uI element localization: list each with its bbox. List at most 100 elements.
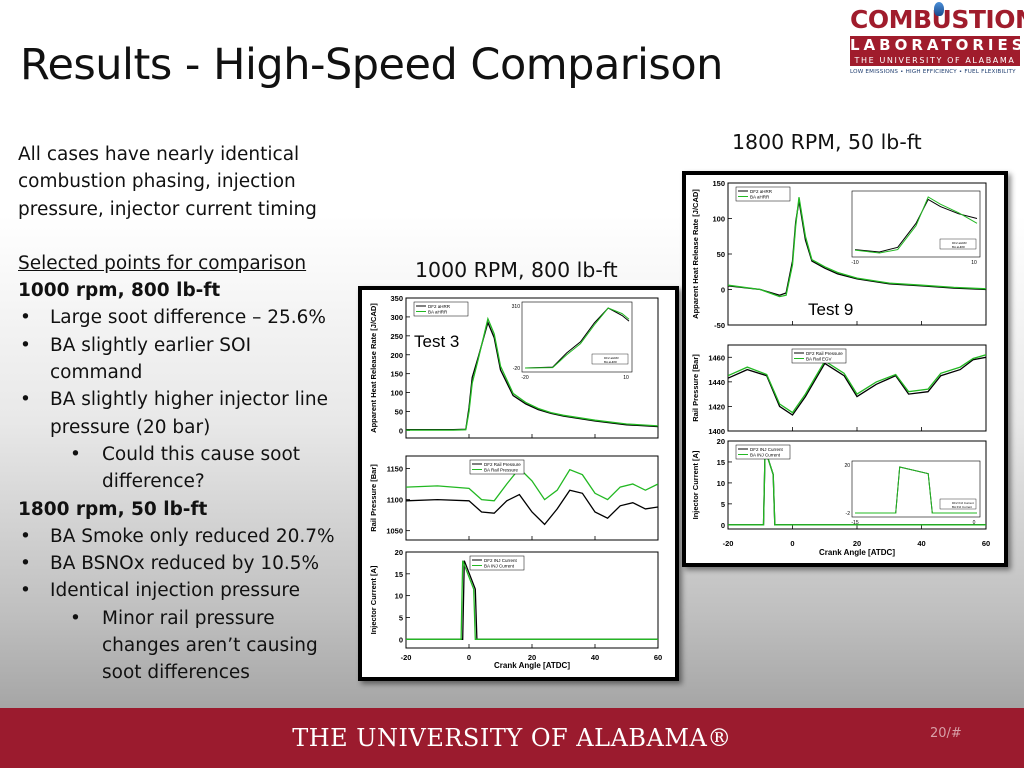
group1-heading: 1000 rpm, 800 lb-ft <box>18 280 221 302</box>
y-tick-label: 1400 <box>708 427 725 436</box>
legend-label: DF2 aHRR <box>428 304 451 309</box>
x-tick-label: -20 <box>723 539 734 548</box>
y-tick-label: 1440 <box>708 378 725 387</box>
y-tick-label: -50 <box>714 321 725 330</box>
y-tick-label: 0 <box>399 635 403 644</box>
inset-x-tick-label: 10 <box>623 375 629 381</box>
y-tick-label: 1460 <box>708 353 725 362</box>
legend-label: BA aHRR <box>428 310 448 315</box>
y-axis-label: Injector Current [A] <box>369 565 378 634</box>
x-tick-label: 20 <box>528 653 536 662</box>
legend-box <box>791 348 847 364</box>
y-tick-label: 0 <box>399 426 403 435</box>
inset-x-tick-label: -20 <box>521 375 528 381</box>
y-tick-label: 100 <box>712 215 725 224</box>
series-line <box>728 449 986 526</box>
inset-series-line <box>855 466 977 514</box>
x-tick-label: 0 <box>790 539 794 548</box>
inset-x-tick-label: -15 <box>851 520 858 526</box>
legend-box <box>413 301 469 317</box>
series-line <box>406 316 658 431</box>
y-tick-label: 10 <box>395 592 403 601</box>
test-annotation: Test 9 <box>808 300 853 319</box>
y-tick-label: 150 <box>390 370 403 379</box>
body-text: All cases have nearly identical combusti… <box>18 141 348 687</box>
figure1-label: 1000 RPM, 800 lb-ft <box>415 258 618 282</box>
x-tick-label: 40 <box>917 539 925 548</box>
x-axis-label: Crank Angle [ATDC] <box>819 548 895 557</box>
legend-label: DF2 Rail Pressure <box>806 351 843 356</box>
y-tick-label: 1050 <box>386 527 403 536</box>
x-tick-label: 60 <box>982 539 990 548</box>
x-tick-label: 60 <box>654 653 662 662</box>
legend-label: BA Rail Pressure <box>484 468 519 473</box>
y-tick-label: 1420 <box>708 402 725 411</box>
y-tick-label: 5 <box>399 613 403 622</box>
selected-heading: Selected points for comparison <box>18 252 307 274</box>
flame-icon <box>934 2 944 16</box>
figure2-label: 1800 RPM, 50 lb-ft <box>732 130 922 154</box>
inset-legend-label: DF2 aHRR <box>604 356 620 360</box>
y-tick-label: 0 <box>721 286 725 295</box>
y-tick-label: 1150 <box>387 464 403 473</box>
inset-legend-label: BA aHRR <box>952 245 966 249</box>
inset-y-tick-label: 20 <box>844 463 850 469</box>
figure-1800rpm: 150 100 50 0 -50 Apparent Heat Release Rate [… <box>682 171 1008 567</box>
legend-box <box>735 186 791 202</box>
inset-x-tick-label: -10 <box>851 260 858 266</box>
x-tick-label: -20 <box>401 653 412 662</box>
x-axis-label: Crank Angle [ATDC] <box>494 661 570 670</box>
legend-box <box>469 459 525 475</box>
inset-legend-label: DF2 INJ Current <box>952 501 974 505</box>
group1-bullet: BA slightly earlier SOI command <box>18 332 348 387</box>
y-tick-label: 50 <box>717 250 725 259</box>
slide-title: Results - High-Speed Comparison <box>20 40 723 90</box>
y-tick-label: 300 <box>390 313 403 322</box>
figure-1000rpm: 350 300 250 200 150 100 50 0 Apparent Heat Relea… <box>358 286 679 681</box>
y-axis-label: Rail Pressure [Bar] <box>691 354 700 422</box>
panel-frame <box>727 344 987 432</box>
series-line <box>406 467 658 502</box>
y-axis-label: Apparent Heat Release Rate [J/CAD] <box>691 189 700 319</box>
y-axis-label: Rail Pressure [Bar] <box>369 464 378 532</box>
panel-frame <box>405 455 659 541</box>
group2-heading: 1800 rpm, 50 lb-ft <box>18 498 208 520</box>
y-tick-label: 1100 <box>387 496 403 505</box>
inset-x-tick-label: 10 <box>971 260 977 266</box>
legend-label: BA aHRR <box>750 195 770 200</box>
inset-legend-box <box>939 498 977 510</box>
series-line <box>406 560 658 640</box>
inset-series-line <box>854 196 978 254</box>
series-line <box>728 356 986 416</box>
inset-series-line <box>524 307 630 369</box>
y-tick-label: 200 <box>390 351 403 360</box>
intro-text: All cases have nearly identical combusti… <box>18 144 317 220</box>
inset-y-tick-label: 310 <box>512 304 521 310</box>
legend-label: BA Rail EGV <box>806 357 832 362</box>
page-number: 20/# <box>930 726 962 741</box>
inset-y-tick-label: -20 <box>513 366 520 372</box>
y-tick-label: 250 <box>390 332 403 341</box>
inset-legend-label: BA INJ Current <box>952 505 972 509</box>
x-tick-label: 40 <box>591 653 599 662</box>
legend-label: BA INJ Current <box>484 564 515 569</box>
inset-legend-label: BA aHRR <box>604 360 618 364</box>
y-tick-label: 350 <box>390 294 403 303</box>
series-line <box>728 200 986 296</box>
y-tick-label: 50 <box>395 408 403 417</box>
logo-line3: THE UNIVERSITY OF ALABAMA <box>850 55 1020 66</box>
combustion-labs-logo: COMBUSTION LABORATORIES THE UNIVERSITY O… <box>850 2 1024 80</box>
test-annotation: Test 3 <box>414 332 459 351</box>
group2-bullet: Identical injection pressure <box>18 577 348 605</box>
x-tick-label: 0 <box>467 653 471 662</box>
y-tick-label: 15 <box>395 570 403 579</box>
series-line <box>728 197 986 298</box>
group1-sub-bullet: Could this cause soot difference? <box>18 441 348 496</box>
y-tick-label: 10 <box>717 479 725 488</box>
y-tick-label: 5 <box>721 500 725 509</box>
inset-legend-box <box>939 238 977 250</box>
group2-sub-bullet: Minor rail pressure changes aren’t causi… <box>18 605 348 687</box>
inset-legend-box <box>591 353 629 365</box>
legend-label: DF2 INJ Current <box>750 447 784 452</box>
